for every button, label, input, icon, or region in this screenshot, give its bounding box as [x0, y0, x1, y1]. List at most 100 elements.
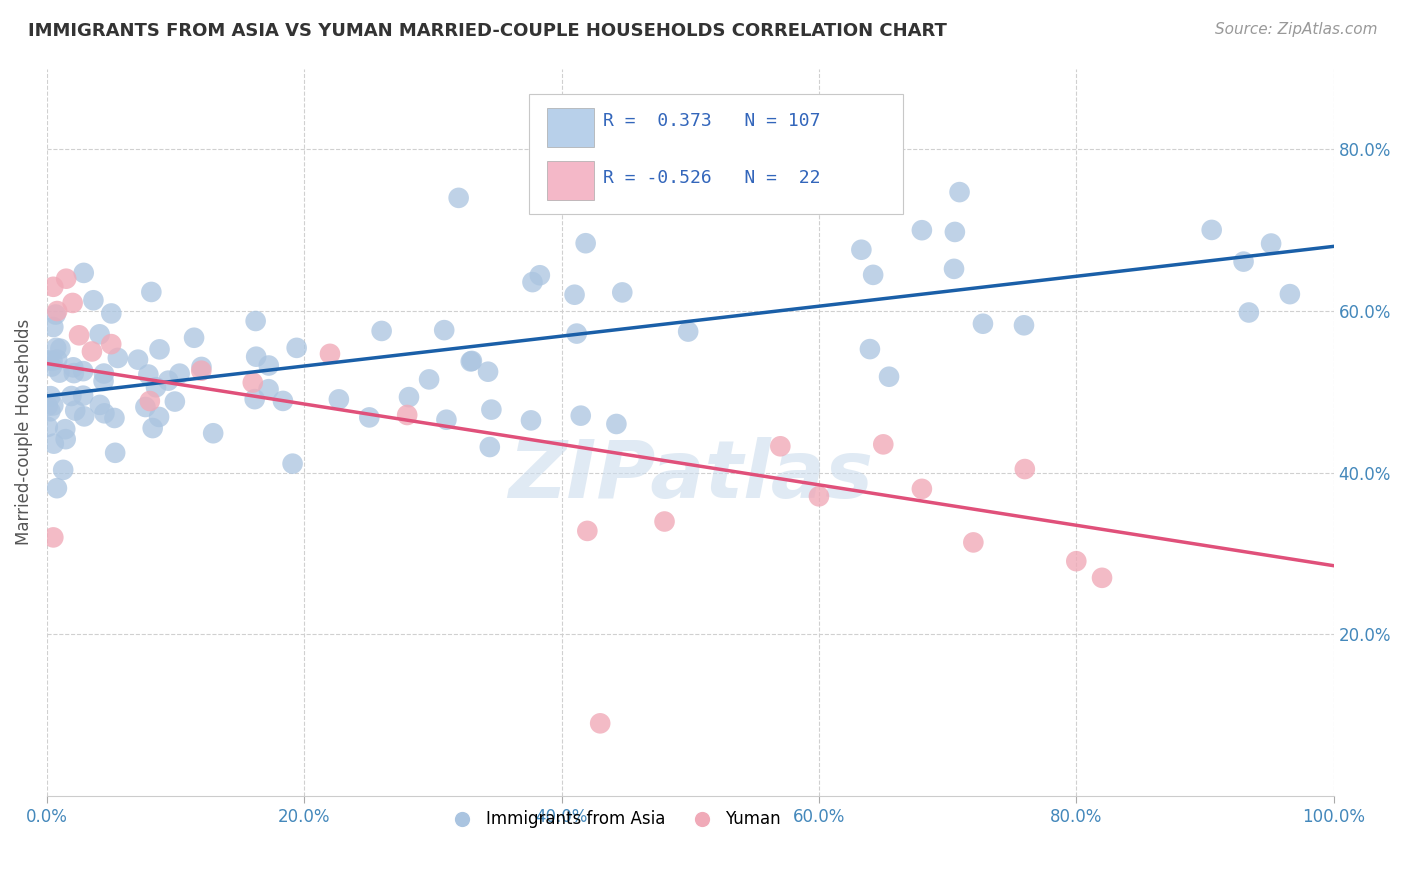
Point	[359, 410, 381, 425]
Point	[654, 167, 676, 181]
Point	[1014, 462, 1036, 476]
Point	[654, 515, 676, 529]
Point	[53, 422, 76, 436]
Point	[948, 185, 970, 199]
Point	[1232, 254, 1254, 268]
Point	[63, 366, 86, 380]
Point	[139, 394, 162, 409]
Point	[93, 406, 115, 420]
Point	[257, 382, 280, 396]
Point	[100, 306, 122, 320]
Point	[37, 399, 59, 413]
Point	[605, 417, 627, 431]
Point	[141, 285, 163, 299]
Point	[82, 293, 104, 308]
Point	[37, 420, 59, 434]
Point	[943, 261, 966, 276]
Point	[72, 364, 94, 378]
Point	[576, 524, 599, 538]
Point	[190, 359, 212, 374]
Point	[285, 341, 308, 355]
Point	[202, 426, 225, 441]
Point	[271, 393, 294, 408]
Point	[851, 243, 873, 257]
Text: R =  0.373   N = 107: R = 0.373 N = 107	[603, 112, 820, 130]
Point	[142, 421, 165, 435]
Point	[1278, 287, 1301, 301]
Point	[436, 413, 458, 427]
Point	[589, 716, 612, 731]
Point	[45, 341, 67, 355]
Point	[39, 404, 62, 418]
Point	[42, 530, 65, 544]
Point	[45, 308, 67, 322]
Point	[398, 390, 420, 404]
Point	[245, 350, 267, 364]
Point	[522, 275, 544, 289]
Point	[245, 314, 267, 328]
Point	[42, 399, 65, 413]
Point	[396, 408, 419, 422]
Point	[134, 400, 156, 414]
Point	[62, 296, 84, 310]
Point	[859, 342, 882, 356]
Point	[257, 359, 280, 373]
Point	[60, 389, 83, 403]
Point	[569, 409, 592, 423]
Point	[73, 409, 96, 424]
Point	[49, 342, 72, 356]
Y-axis label: Married-couple Households: Married-couple Households	[15, 319, 32, 545]
Legend: Immigrants from Asia, Yuman: Immigrants from Asia, Yuman	[439, 804, 787, 835]
Point	[862, 268, 884, 282]
Point	[107, 351, 129, 365]
Point	[418, 372, 440, 386]
Point	[911, 482, 934, 496]
Point	[478, 440, 501, 454]
Point	[433, 323, 456, 337]
Point	[242, 376, 264, 390]
Point	[769, 439, 792, 453]
Point	[148, 343, 170, 357]
Point	[80, 344, 103, 359]
Point	[46, 352, 69, 367]
Point	[157, 374, 180, 388]
Point	[447, 191, 470, 205]
Point	[73, 266, 96, 280]
Point	[575, 236, 598, 251]
Point	[565, 326, 588, 341]
Point	[564, 287, 586, 301]
FancyBboxPatch shape	[530, 94, 903, 214]
Point	[42, 436, 65, 450]
Point	[520, 413, 543, 427]
Point	[63, 403, 86, 417]
Point	[42, 280, 65, 294]
Point	[46, 304, 69, 318]
Point	[243, 392, 266, 406]
FancyBboxPatch shape	[547, 161, 593, 200]
Point	[55, 271, 77, 285]
Point	[41, 359, 63, 374]
Point	[529, 268, 551, 283]
Point	[55, 432, 77, 446]
Text: R = -0.526   N =  22: R = -0.526 N = 22	[603, 169, 820, 187]
Point	[100, 337, 122, 351]
Point	[41, 354, 63, 368]
Point	[877, 369, 900, 384]
FancyBboxPatch shape	[547, 108, 593, 147]
Point	[1064, 554, 1087, 568]
Point	[1091, 571, 1114, 585]
Point	[52, 463, 75, 477]
Point	[676, 325, 699, 339]
Point	[145, 380, 167, 394]
Point	[1012, 318, 1035, 333]
Point	[183, 331, 205, 345]
Point	[138, 368, 160, 382]
Text: Source: ZipAtlas.com: Source: ZipAtlas.com	[1215, 22, 1378, 37]
Point	[104, 446, 127, 460]
Point	[972, 317, 994, 331]
Text: IMMIGRANTS FROM ASIA VS YUMAN MARRIED-COUPLE HOUSEHOLDS CORRELATION CHART: IMMIGRANTS FROM ASIA VS YUMAN MARRIED-CO…	[28, 22, 948, 40]
Point	[163, 394, 186, 409]
Point	[169, 367, 191, 381]
Point	[67, 328, 90, 343]
Point	[89, 327, 111, 342]
